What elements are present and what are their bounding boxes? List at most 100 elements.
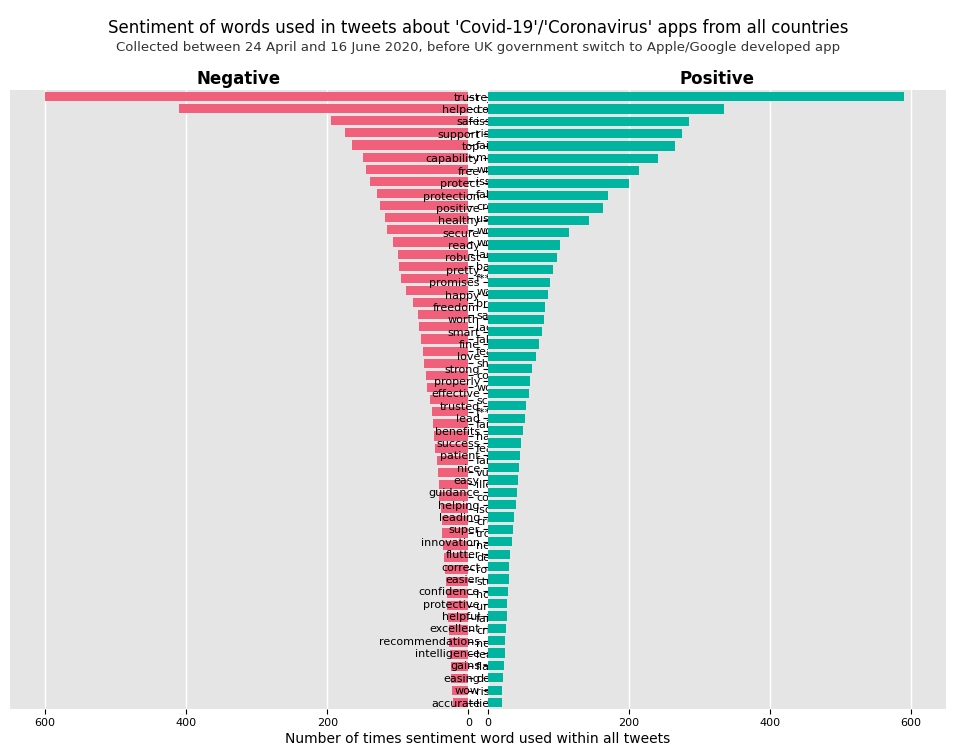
Bar [488, 525, 513, 534]
Bar [488, 550, 511, 559]
Bar [488, 562, 510, 572]
Bar [488, 611, 507, 621]
Bar [488, 166, 640, 176]
Bar [451, 662, 468, 671]
Bar [488, 488, 516, 497]
Bar [488, 537, 511, 547]
Bar [488, 513, 514, 522]
Bar [488, 463, 518, 472]
Bar [443, 529, 468, 538]
Bar [488, 451, 520, 460]
Bar [488, 216, 589, 225]
Bar [488, 142, 675, 151]
Bar [418, 310, 468, 319]
Bar [488, 636, 505, 645]
Bar [488, 624, 506, 633]
Bar [445, 553, 468, 562]
Bar [442, 516, 468, 526]
Bar [488, 426, 523, 435]
Bar [488, 698, 502, 707]
Bar [488, 438, 521, 448]
Bar [488, 277, 550, 287]
Bar [488, 191, 608, 201]
Bar [488, 685, 503, 695]
Bar [435, 443, 468, 452]
Bar [450, 650, 468, 659]
Bar [488, 327, 542, 336]
Bar [488, 351, 535, 361]
Bar [488, 265, 554, 274]
Bar [488, 253, 556, 262]
Bar [422, 335, 468, 344]
Bar [424, 359, 468, 368]
Text: Collected between 24 April and 16 June 2020, before UK government switch to Appl: Collected between 24 April and 16 June 2… [116, 41, 840, 54]
Bar [488, 302, 546, 311]
Bar [488, 575, 509, 584]
Bar [438, 467, 468, 477]
Bar [488, 104, 724, 114]
Bar [488, 228, 569, 238]
Bar [413, 298, 468, 307]
Bar [380, 201, 468, 210]
Bar [345, 128, 468, 137]
Bar [488, 673, 503, 682]
Bar [377, 189, 468, 198]
Bar [488, 599, 508, 608]
Bar [488, 92, 904, 101]
Bar [488, 241, 560, 250]
Bar [393, 238, 468, 247]
Bar [434, 431, 468, 440]
Bar [488, 290, 548, 299]
Bar [445, 565, 468, 574]
Bar [432, 407, 468, 416]
Bar [385, 213, 468, 222]
Bar [433, 419, 468, 428]
Bar [406, 286, 468, 295]
Bar [445, 577, 468, 586]
Bar [427, 383, 468, 392]
Bar [488, 129, 682, 139]
Bar [447, 601, 468, 610]
Bar [429, 395, 468, 404]
Bar [488, 401, 527, 410]
Bar [488, 500, 516, 510]
Bar [362, 152, 468, 161]
Text: Number of times sentiment word used within all tweets: Number of times sentiment word used with… [286, 732, 670, 746]
Bar [488, 204, 602, 213]
Bar [488, 648, 505, 657]
Bar [488, 413, 525, 423]
Bar [488, 376, 530, 386]
Bar [387, 225, 468, 234]
Bar [449, 638, 468, 647]
Bar [488, 364, 532, 373]
Bar [448, 625, 468, 635]
Bar [401, 274, 468, 283]
Bar [488, 179, 629, 188]
Bar [45, 92, 468, 101]
Bar [440, 492, 468, 501]
Bar [451, 674, 468, 683]
Bar [419, 322, 468, 332]
Bar [488, 475, 518, 485]
Bar [488, 117, 688, 126]
Bar [488, 587, 508, 596]
Bar [400, 262, 468, 271]
Bar [448, 613, 468, 622]
Bar [441, 504, 468, 513]
Bar [426, 371, 468, 380]
Bar [423, 347, 468, 356]
Bar [179, 104, 468, 113]
Bar [370, 177, 468, 186]
Bar [452, 686, 468, 695]
Bar [398, 250, 468, 259]
Bar [488, 389, 529, 398]
Bar [488, 154, 659, 163]
Bar [366, 164, 468, 174]
Bar [439, 480, 468, 489]
Text: Sentiment of words used in tweets about 'Covid-19'/'Coronavirus' apps from all c: Sentiment of words used in tweets about … [108, 19, 848, 37]
Bar [443, 541, 468, 550]
Bar [331, 116, 468, 125]
Bar [437, 455, 468, 464]
Title: Positive: Positive [680, 69, 754, 87]
Bar [488, 339, 539, 348]
